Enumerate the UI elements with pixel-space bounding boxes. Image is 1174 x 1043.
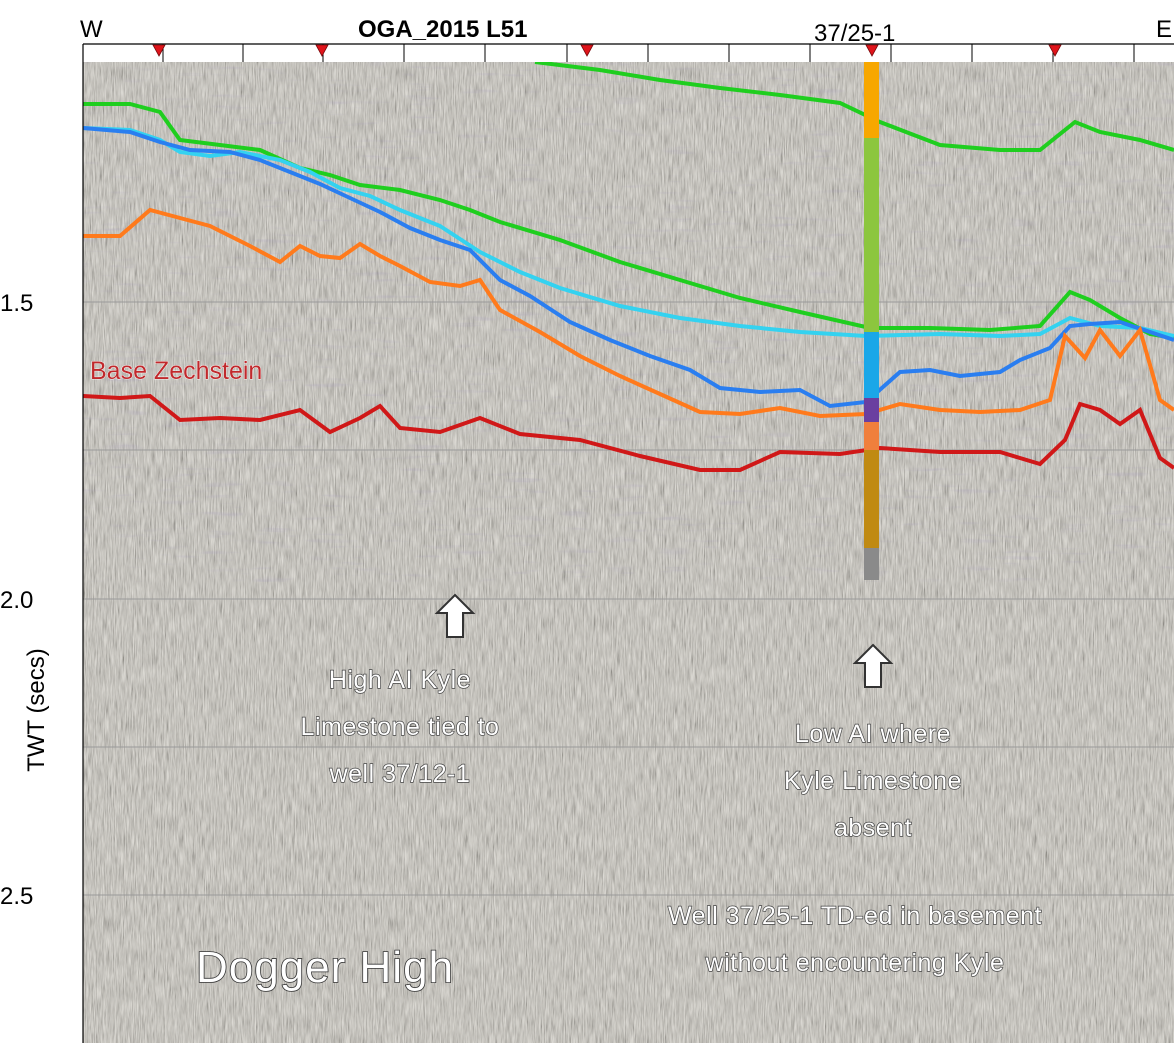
high-ai-line-3: well 37/12-1 — [329, 760, 471, 788]
y-tick-2.0: 2.0 — [0, 587, 33, 614]
red-triangle-marker-icon — [152, 44, 1062, 57]
well-segment-2 — [864, 138, 879, 332]
top-ticks — [82, 44, 1135, 62]
well-segment-3 — [864, 332, 879, 398]
horizon-cyan — [83, 126, 1174, 339]
base-zechstein-label: Base Zechstein — [90, 357, 262, 385]
td-line-1: Well 37/25-1 TD-ed in basement — [668, 902, 1042, 930]
low-ai-line-2: Kyle Limestone — [784, 767, 962, 795]
horizon-red — [83, 393, 1174, 472]
east-label: E — [1156, 16, 1172, 43]
well-name-label: 37/25-1 — [814, 20, 895, 47]
well-segment-4 — [864, 398, 879, 422]
horizon-green-lower — [83, 102, 1174, 340]
line-name-label: OGA_2015 L51 — [358, 16, 527, 43]
well-segment-6 — [864, 450, 879, 548]
well-segment-1 — [864, 62, 879, 138]
horizon-blue — [83, 126, 1174, 409]
low-ai-line-3: absent — [834, 814, 912, 842]
horizon-orange — [83, 207, 1174, 419]
well-segment-7 — [864, 548, 879, 580]
td-line-2: without encountering Kyle — [705, 949, 1005, 977]
dogger-high-label: Dogger High — [196, 943, 454, 992]
y-tick-1.5: 1.5 — [0, 290, 33, 317]
well-column-37-25-1 — [864, 62, 879, 580]
horizon-green-upper — [534, 62, 1174, 152]
west-label: W — [80, 16, 103, 43]
high-ai-line-2: Limestone tied to — [301, 713, 500, 741]
low-ai-line-1: Low AI where — [795, 720, 951, 748]
seismic-background — [83, 62, 1174, 1043]
top-axis — [82, 43, 1174, 62]
y-axis-label: TWT (secs) — [23, 648, 50, 772]
y-tick-2.5: 2.5 — [0, 883, 33, 910]
well-segment-5 — [864, 422, 879, 450]
arrow-up-icon — [434, 593, 476, 638]
high-ai-line-1: High AI Kyle — [329, 666, 471, 694]
arrow-up-icon — [852, 643, 894, 688]
